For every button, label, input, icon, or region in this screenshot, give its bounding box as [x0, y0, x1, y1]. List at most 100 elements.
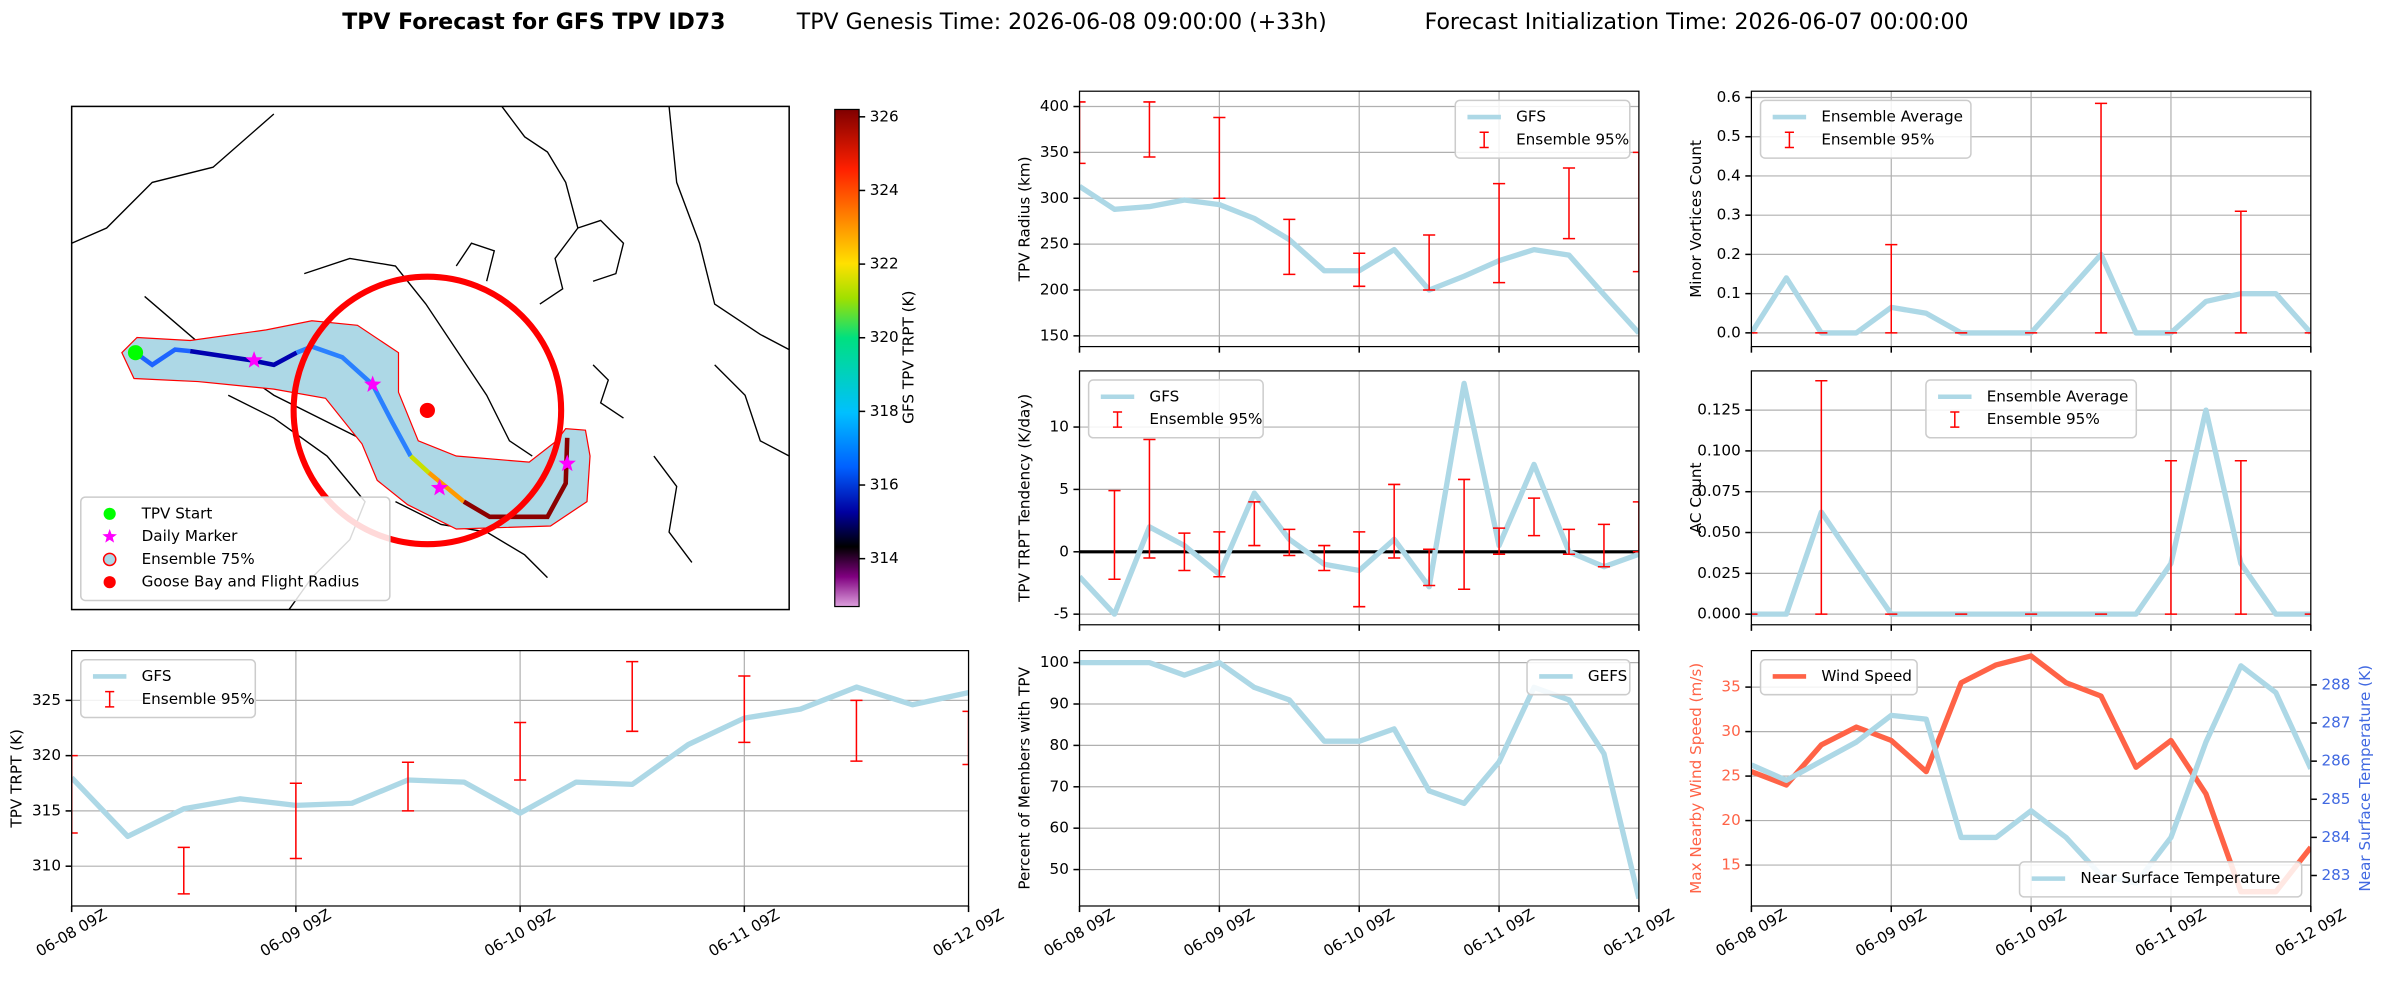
legend-label: Ensemble 95% [1987, 410, 2100, 428]
legend-swatch [1479, 131, 1489, 149]
legend-label: Ensemble 95% [1149, 410, 1262, 428]
legend-label: Ensemble Average [1987, 387, 2129, 405]
axes-frame [1750, 370, 2312, 626]
legend-label: Ensemble Average [1821, 108, 1963, 126]
x-tick-label: 06-08 09Z [1041, 905, 1118, 960]
y-tick-label: 250 [1040, 235, 1069, 253]
y-tick-label: 0.050 [1697, 523, 1740, 541]
error-bar [1248, 501, 1261, 547]
y-tick-label: 400 [1040, 97, 1069, 115]
y-tick-label: 0.125 [1697, 401, 1740, 419]
y-tick-label: 0.100 [1697, 441, 1740, 459]
legend-label: Ensemble 95% [1516, 130, 1629, 148]
colorbar-tick-label: 318 [870, 402, 899, 420]
colorbar-tick-label: 324 [870, 181, 899, 199]
legend-frame [1759, 99, 1972, 159]
map-frame [70, 105, 790, 611]
y-tick-label: 0.075 [1697, 482, 1740, 500]
error-bar [1885, 243, 1898, 334]
error-bar [738, 675, 751, 744]
legend-label: GEFS [1588, 667, 1627, 685]
error-bar [962, 710, 969, 766]
y-tick-label: 50 [1050, 860, 1069, 878]
error-bar [1423, 234, 1436, 291]
error-bar [71, 754, 78, 834]
coastline [577, 219, 625, 282]
y-axis-label: AC Count [1687, 462, 1705, 533]
y-tick-label: -5 [1054, 605, 1069, 623]
y-tick-label: 0.3 [1717, 206, 1741, 224]
y-tick-label: 350 [1040, 143, 1069, 161]
y-tick-label: 0.1 [1717, 284, 1741, 302]
error-bar [514, 721, 527, 781]
coastline [455, 242, 496, 282]
figure-title: TPV Forecast for GFS TPV ID73 [342, 10, 725, 35]
legend-swatch [105, 690, 115, 708]
error-bar [1079, 101, 1086, 165]
panel: 150 200 250 300 350 400 TPV Radius (km) GFS Ense… [1015, 90, 1640, 353]
coastline [304, 257, 533, 457]
y-axis-label: TPV TRPT (K) [7, 729, 25, 829]
coastline [668, 106, 790, 351]
y-tick-label: 70 [1050, 777, 1069, 795]
legend-label: GFS [1149, 387, 1179, 405]
error-bar [2164, 459, 2178, 615]
track [189, 348, 298, 368]
error-bar [1283, 218, 1296, 276]
x-tick-label: 06-09 09Z [1181, 905, 1258, 960]
y-tick-label: 15 [1721, 856, 1740, 874]
tpv-start [127, 345, 144, 361]
legend-frame [80, 496, 391, 602]
legend-swatch [103, 507, 116, 520]
y-tick-label: 150 [1040, 326, 1069, 344]
error-bar [1492, 527, 1506, 556]
colorbar-tick-label: 314 [870, 549, 899, 567]
init-time: Forecast Initialization Time: 2026-06-07… [1425, 10, 1969, 35]
legend-label: TPV Start [141, 504, 213, 522]
error-bar [850, 699, 863, 762]
legend-label: GFS [1516, 108, 1546, 126]
y-tick-label: 35 [1721, 678, 1740, 696]
track [462, 437, 570, 520]
coastline [501, 105, 579, 305]
track [134, 347, 191, 368]
x-tick-label: 06-12 09Z [1600, 905, 1677, 960]
error-bar [177, 846, 190, 895]
colorbar [834, 108, 860, 608]
y-tick-label: 325 [32, 691, 61, 709]
y-tick-label: 90 [1050, 695, 1069, 713]
error-bar [1143, 101, 1156, 158]
error-bar [1562, 167, 1576, 240]
panel: -5 0 5 10 TPV TRPT Tendency (K/day) GFS Ensemb… [1015, 370, 1640, 631]
y-tick-label: 0.025 [1697, 564, 1740, 582]
error-bar [1632, 501, 1639, 553]
y-tick-label: 0 [1059, 542, 1069, 560]
goose-bay [419, 402, 435, 419]
y-tick-label: 0.0 [1717, 323, 1741, 341]
colorbar-tick-label: 322 [870, 255, 899, 273]
legend-swatch [1950, 411, 1960, 428]
y-tick-label: 30 [1721, 722, 1740, 740]
y2-tick-label: 285 [2321, 790, 2350, 808]
series-line [1751, 653, 2311, 895]
error-bar [1632, 151, 1639, 273]
x-tick-label: 06-10 09Z [1320, 905, 1397, 960]
error-bar [1423, 548, 1436, 587]
y-tick-label: 0.6 [1717, 88, 1741, 106]
error-bar [1318, 544, 1331, 572]
error-bar [1458, 478, 1471, 590]
x-tick-label: 06-12 09Z [2272, 905, 2349, 960]
error-bar [1213, 531, 1226, 578]
legend-label: Ensemble 75% [142, 550, 255, 568]
error-bar [1283, 528, 1296, 557]
y2-tick-label: 286 [2321, 752, 2350, 770]
error-bar [1178, 532, 1191, 572]
axes-frame [1750, 650, 2312, 907]
axes-frame [1750, 90, 2312, 348]
error-bar [2234, 210, 2247, 334]
error-bar [1108, 489, 1121, 580]
legend-frame [1526, 658, 1631, 696]
error-bar [289, 782, 302, 860]
x-tick-label: 06-09 09Z [257, 905, 334, 960]
y-tick-label: 0.4 [1717, 166, 1741, 184]
